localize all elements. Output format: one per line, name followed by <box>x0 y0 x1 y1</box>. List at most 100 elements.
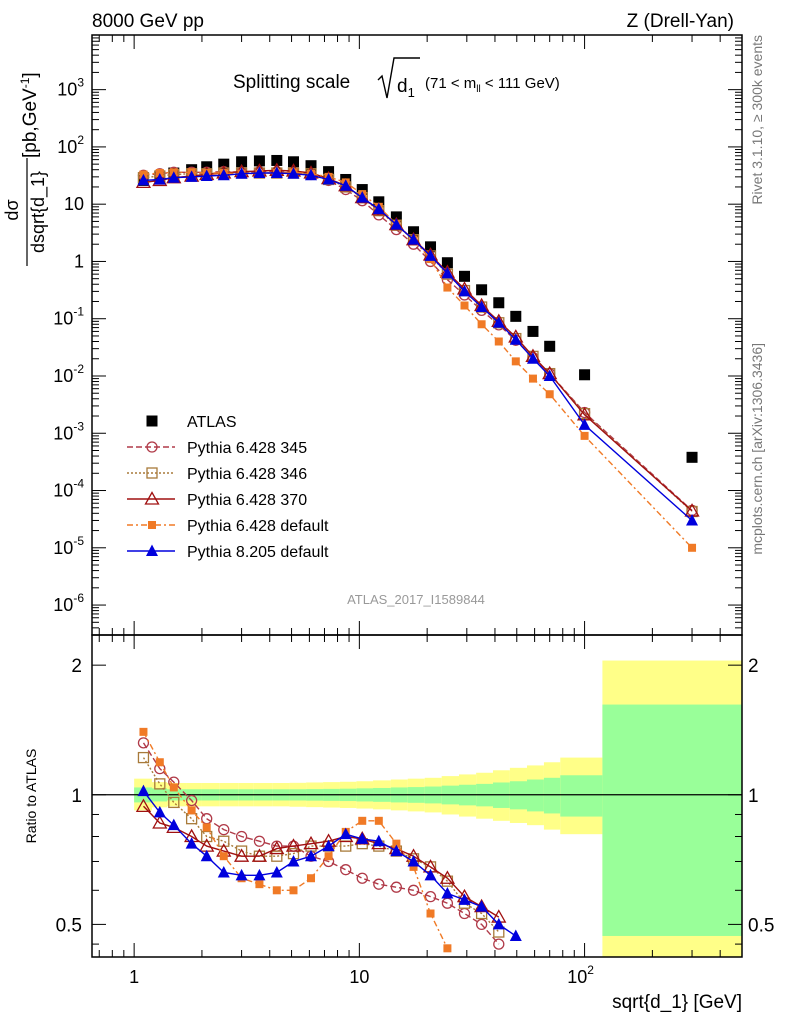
header-right: Z (Drell-Yan) <box>627 11 734 32</box>
y-axis-label-numerator: dσ <box>2 199 22 220</box>
ratio-point-p6def <box>272 886 281 895</box>
ratio-point-p345 <box>356 872 368 884</box>
ratio-point-p6def <box>374 816 383 825</box>
ratio-point-p6def <box>219 852 228 861</box>
main-point-atlas <box>510 310 522 322</box>
main-point-atlas <box>459 270 471 282</box>
ratio-point-p345 <box>407 884 420 896</box>
ratio-series-line-p370 <box>142 805 500 918</box>
ratio-point-p8def <box>390 844 403 857</box>
y-tick-label-sup: -4 <box>73 477 84 491</box>
main-point-p6def <box>688 543 697 552</box>
y-axis-label-units-sup: -1 <box>18 77 32 88</box>
main-series-line-p370 <box>143 169 693 512</box>
ratio-point-p346 <box>271 850 283 862</box>
ratio-point-p370 <box>251 848 268 862</box>
main-point-p8def <box>287 167 300 179</box>
ratio-point-p6def <box>155 758 164 767</box>
ratio-point-p346 <box>154 778 166 790</box>
ratio-y-tick-label-right: 2 <box>748 656 759 677</box>
ratio-point-p8def <box>185 837 198 849</box>
y-tick-label-base: 10 <box>53 538 73 558</box>
x-tick-label: 1 <box>129 967 139 987</box>
y-tick-label-base: 10 <box>53 366 73 386</box>
chart-title-text: Splitting scale <box>233 72 350 93</box>
legend-label-p370: Pythia 6.428 370 <box>187 492 307 509</box>
ratio-point-p345 <box>475 918 488 931</box>
ratio-y-tick-label-left: 1 <box>71 786 82 807</box>
main-point-atlas <box>271 154 283 166</box>
y-axis-label-denominator: dsqrt{d_1} <box>28 171 49 253</box>
main-point-p6def <box>545 390 554 399</box>
main-point-atlas <box>476 284 488 296</box>
main-point-atlas <box>253 155 265 167</box>
ratio-point-p345 <box>137 737 150 749</box>
y-tick-label: 10-2 <box>53 362 84 386</box>
main-point-p8def <box>509 333 522 345</box>
ratio-point-p345 <box>493 938 505 950</box>
main-point-p8def <box>339 179 352 191</box>
ratio-point-p8def <box>372 834 385 847</box>
main-point-atlas <box>236 156 248 168</box>
chart-title-sqrt-var: d1 <box>397 76 415 100</box>
ratio-point-p8def <box>167 818 180 831</box>
x-tick-label-base: 1 <box>129 967 139 987</box>
main-point-atlas <box>441 257 453 269</box>
main-point-p8def <box>185 170 198 182</box>
main-series-line-p6def <box>143 171 693 549</box>
y-axis-label-units-text: [pb,GeV <box>20 88 41 158</box>
main-point-p8def <box>137 173 150 186</box>
ratio-point-p8def <box>305 849 318 862</box>
ratio-series-line-p345 <box>142 742 500 945</box>
chart-title: Splitting scale <box>233 72 350 93</box>
ratio-y-tick-label-left: 0.5 <box>56 915 82 936</box>
legend-marker-p8def <box>146 544 158 556</box>
ratio-point-p8def <box>407 854 420 867</box>
ratio-point-p8def <box>509 929 522 941</box>
main-point-p8def <box>217 168 230 181</box>
ratio-band-stat <box>526 779 544 812</box>
ratio-panel-ticks <box>92 635 743 957</box>
ratio-point-p345 <box>253 835 266 847</box>
ratio-y-axis-label: Ratio to ATLAS <box>23 749 39 844</box>
ratio-point-p8def <box>441 886 454 899</box>
main-point-p8def <box>492 316 505 328</box>
y-tick-label: 10-6 <box>53 591 84 615</box>
ratio-point-p8def <box>458 893 471 905</box>
x-tick-label: 102 <box>567 963 594 987</box>
main-point-p6def <box>528 374 537 383</box>
ratio-point-p370 <box>233 848 250 862</box>
sqrt-radical-symbol <box>377 57 420 99</box>
ratio-point-p8def <box>492 917 505 930</box>
main-point-p6def <box>511 357 520 366</box>
ratio-point-p346 <box>201 830 213 843</box>
legend: ATLAS Pythia 6.428 345 Pythia 6.428 346 Pyt… <box>127 414 329 561</box>
main-point-p8def <box>356 191 369 203</box>
y-tick-label-base: 1 <box>74 251 84 271</box>
x-tick-label-base: 10 <box>567 967 587 987</box>
ratio-y-tick-label-right: 0.5 <box>748 915 774 936</box>
main-point-p6def <box>494 337 503 346</box>
y-tick-label: 102 <box>57 133 84 157</box>
y-tick-label-sup: 3 <box>77 76 84 90</box>
legend-label-p8def: Pythia 8.205 default <box>187 544 329 561</box>
main-point-p8def <box>153 172 166 185</box>
main-point-atlas <box>544 340 556 352</box>
y-tick-label-base: 10 <box>57 137 77 157</box>
ratio-point-p8def <box>270 865 283 878</box>
ratio-point-p370 <box>303 835 319 850</box>
main-point-p8def <box>390 218 403 230</box>
main-point-p8def <box>543 369 556 381</box>
main-point-atlas <box>493 297 505 309</box>
ratio-point-p346 <box>168 796 180 809</box>
legend-marker-p370 <box>144 491 160 505</box>
main-point-p6def <box>460 301 469 310</box>
ratio-band-stat <box>602 704 742 936</box>
y-tick-label-sup: -2 <box>73 362 84 376</box>
y-tick-label-base: 10 <box>53 595 73 615</box>
y-tick-label: 10-4 <box>53 477 84 501</box>
y-axis-label-units-end: ] <box>20 72 41 77</box>
x-tick-label-sup: 2 <box>587 963 594 977</box>
main-panel-series <box>135 154 700 552</box>
